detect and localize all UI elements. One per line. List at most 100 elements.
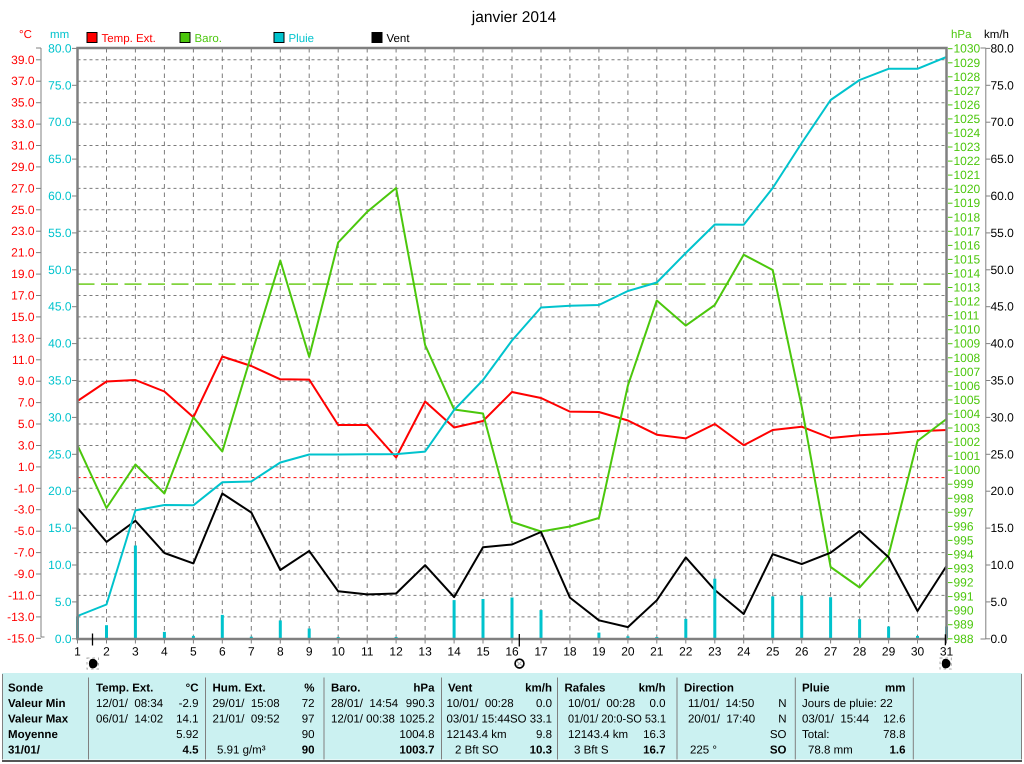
svg-text:28/01/ 14:54: 28/01/ 14:54 [331, 698, 399, 710]
svg-text:1007: 1007 [954, 365, 981, 379]
svg-text:4.5: 4.5 [183, 745, 200, 757]
svg-text:-3.0: -3.0 [14, 503, 35, 517]
svg-text:990.3: 990.3 [406, 698, 435, 710]
svg-text:37.0: 37.0 [11, 74, 35, 88]
svg-text:10.0: 10.0 [48, 558, 72, 572]
svg-text:1019: 1019 [954, 196, 981, 210]
svg-text:11/01/ 14:50: 11/01/ 14:50 [688, 698, 754, 710]
svg-text:14.1: 14.1 [176, 714, 198, 726]
svg-text:15.0: 15.0 [991, 521, 1015, 535]
svg-text:65.0: 65.0 [48, 152, 72, 166]
svg-text:°C: °C [186, 683, 199, 695]
svg-text:Pluie: Pluie [802, 683, 829, 695]
svg-text:Baro.: Baro. [195, 33, 223, 45]
svg-text:16.7: 16.7 [643, 745, 665, 757]
svg-text:5.91 g/m³: 5.91 g/m³ [217, 745, 266, 757]
svg-text:1000: 1000 [954, 463, 981, 477]
svg-text:0.0: 0.0 [55, 632, 72, 646]
svg-text:75.0: 75.0 [991, 78, 1015, 92]
svg-text:60.0: 60.0 [991, 189, 1015, 203]
svg-text:1017: 1017 [954, 224, 981, 238]
svg-text:35.0: 35.0 [11, 96, 35, 110]
svg-text:1024: 1024 [954, 126, 981, 140]
svg-text:33.0: 33.0 [11, 117, 35, 131]
svg-text:80.0: 80.0 [48, 41, 72, 55]
svg-text:50.0: 50.0 [991, 263, 1015, 277]
svg-text:45.0: 45.0 [991, 300, 1015, 314]
svg-text:2 Bft SO: 2 Bft SO [455, 745, 499, 757]
svg-text:25.0: 25.0 [991, 447, 1015, 461]
svg-text:01/01/ 20:0-SO 53.1: 01/01/ 20:0-SO 53.1 [568, 714, 666, 726]
svg-text:29/01/ 15:08: 29/01/ 15:08 [213, 698, 280, 710]
svg-text:-13.0: -13.0 [7, 610, 35, 624]
svg-text:9.8: 9.8 [536, 729, 552, 741]
svg-text:78.8: 78.8 [883, 729, 905, 741]
svg-text:70.0: 70.0 [991, 115, 1015, 129]
svg-text:75.0: 75.0 [48, 78, 72, 92]
svg-text:Rafales: Rafales [565, 683, 606, 695]
svg-text:20.0: 20.0 [991, 484, 1015, 498]
svg-text:78.8 mm: 78.8 mm [808, 745, 853, 757]
svg-text:1025.2: 1025.2 [399, 714, 434, 726]
svg-text:Moyenne: Moyenne [8, 729, 58, 741]
svg-text:5.0: 5.0 [991, 595, 1008, 609]
svg-text:15: 15 [476, 645, 490, 659]
svg-text:7.0: 7.0 [18, 396, 35, 410]
svg-text:1002: 1002 [954, 435, 981, 449]
svg-text:hPa: hPa [413, 683, 435, 695]
svg-text:72: 72 [302, 698, 315, 710]
svg-text:989: 989 [954, 618, 974, 632]
svg-text:27.0: 27.0 [11, 181, 35, 195]
svg-text:06/01/ 14:02: 06/01/ 14:02 [96, 714, 163, 726]
svg-text:Temp. Ext.: Temp. Ext. [102, 33, 156, 45]
svg-text:Baro.: Baro. [331, 683, 360, 695]
svg-text:Temp. Ext.: Temp. Ext. [96, 683, 153, 695]
svg-text:26: 26 [795, 645, 809, 659]
svg-text:25.0: 25.0 [11, 203, 35, 217]
svg-text:3 Bft S: 3 Bft S [574, 745, 609, 757]
svg-text:SO: SO [770, 729, 787, 741]
svg-text:10/01/ 00:28: 10/01/ 00:28 [568, 698, 635, 710]
svg-text:janvier 2014: janvier 2014 [471, 9, 557, 26]
svg-text:990: 990 [954, 604, 974, 618]
svg-text:997: 997 [954, 505, 974, 519]
svg-text:4: 4 [161, 645, 168, 659]
svg-text:80.0: 80.0 [991, 41, 1015, 55]
svg-text:Valeur Max: Valeur Max [8, 714, 69, 726]
svg-text:N: N [778, 714, 786, 726]
svg-text:14: 14 [447, 645, 461, 659]
svg-text:1030: 1030 [954, 42, 981, 56]
svg-text:35.0: 35.0 [991, 374, 1015, 388]
svg-text:15.0: 15.0 [48, 521, 72, 535]
svg-text:60.0: 60.0 [48, 189, 72, 203]
svg-text:8: 8 [277, 645, 284, 659]
svg-text:-9.0: -9.0 [14, 567, 35, 581]
svg-text:1022: 1022 [954, 154, 981, 168]
svg-text:19.0: 19.0 [11, 267, 35, 281]
svg-text:9.0: 9.0 [18, 374, 35, 388]
svg-text:1: 1 [74, 645, 81, 659]
svg-text:1.0: 1.0 [18, 460, 35, 474]
svg-text:10.0: 10.0 [991, 558, 1015, 572]
svg-text:km/h: km/h [984, 29, 1009, 41]
svg-text:16.3: 16.3 [643, 729, 665, 741]
svg-text:1028: 1028 [954, 70, 981, 84]
svg-text:1001: 1001 [954, 449, 981, 463]
svg-text:6: 6 [219, 645, 226, 659]
svg-text:-1.0: -1.0 [14, 481, 35, 495]
svg-text:1010: 1010 [954, 323, 981, 337]
svg-text:1006: 1006 [954, 379, 981, 393]
svg-text:12143.4 km: 12143.4 km [568, 729, 628, 741]
svg-text:1013: 1013 [954, 281, 981, 295]
svg-text:Total:: Total: [802, 729, 830, 741]
svg-text:1015: 1015 [954, 252, 981, 266]
svg-text:1021: 1021 [954, 168, 981, 182]
svg-text:-2.9: -2.9 [179, 698, 199, 710]
svg-text:991: 991 [954, 590, 974, 604]
svg-text:994: 994 [954, 548, 974, 562]
svg-text:5.0: 5.0 [55, 595, 72, 609]
svg-text:Hum. Ext.: Hum. Ext. [213, 683, 266, 695]
svg-text:1020: 1020 [954, 182, 981, 196]
svg-text:1008: 1008 [954, 351, 981, 365]
svg-text:31.0: 31.0 [11, 139, 35, 153]
